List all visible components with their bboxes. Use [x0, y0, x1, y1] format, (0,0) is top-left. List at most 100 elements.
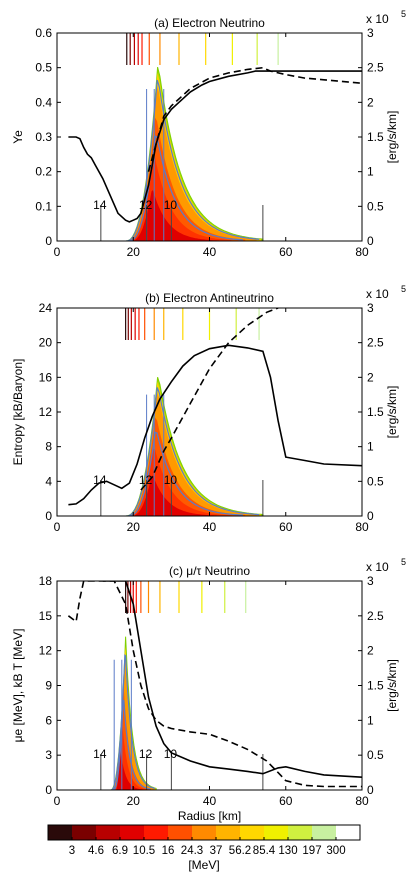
- plot-area: [68, 308, 362, 516]
- x-tick-label: 80: [355, 794, 369, 808]
- luminosity-contour-line: [126, 79, 260, 241]
- y-tick-label: 0: [45, 509, 52, 523]
- y-tick-label: 0.6: [35, 26, 52, 40]
- chart-panel: 14 12 100 20 40 60 800481216202400.511.522.53(…: [11, 284, 406, 534]
- y-right-tick-label: 0: [367, 783, 374, 797]
- colorbar-tick-label: 197: [302, 845, 321, 857]
- radius-marker-label: 12: [139, 473, 153, 487]
- y-tick-label: 0: [45, 783, 52, 797]
- y-right-tick-label: 3: [367, 574, 374, 588]
- y-right-axis-label: [erg/s/km]: [385, 659, 399, 712]
- y-axis-label: μe [MeV], kB T [MeV]: [11, 629, 25, 743]
- y-right-tick-label: 2.5: [367, 609, 384, 623]
- plot-area: [68, 33, 362, 241]
- x-tick-label: 0: [54, 794, 61, 808]
- x-tick-label: 80: [355, 245, 369, 259]
- y-axis-label: Entropy [kB/Baryon]: [11, 359, 25, 466]
- x-tick-label: 60: [279, 520, 293, 534]
- right-axis-exponent: x 10: [366, 287, 389, 301]
- y-tick-label: 6: [45, 713, 52, 727]
- right-axis-exponent-power: 51: [401, 557, 406, 567]
- y-right-tick-label: 2: [367, 644, 374, 658]
- radius-marker-label: 10: [164, 747, 178, 761]
- y-right-tick-label: 0.5: [367, 474, 384, 488]
- x-tick-label: 40: [203, 794, 217, 808]
- luminosity-contour-line: [128, 431, 244, 516]
- plot-area: [67, 581, 362, 790]
- colorbar-swatch: [192, 825, 217, 840]
- colorbar-tick-label: 3: [69, 845, 75, 857]
- y-right-tick-label: 2: [367, 95, 374, 109]
- colorbar-tick-label: 6.9: [112, 845, 128, 857]
- colorbar-swatch: [48, 825, 73, 840]
- right-axis-exponent-power: 51: [401, 284, 406, 294]
- y-axis-label: Ye: [11, 130, 25, 144]
- y-tick-label: 0.3: [35, 130, 52, 144]
- radius-marker-label: 12: [139, 198, 153, 212]
- y-right-tick-label: 2.5: [367, 336, 384, 350]
- colorbar-swatch: [120, 825, 145, 840]
- chart-panel: 14 12 100 20 40 60 8000.10.20.30.40.50.600.511…: [11, 9, 406, 259]
- luminosity-contour: [130, 475, 219, 516]
- solid-line-series: [68, 70, 362, 223]
- colorbar-swatch: [144, 825, 169, 840]
- radius-marker-label: 10: [164, 198, 178, 212]
- y-tick-label: 20: [39, 336, 53, 350]
- x-tick-label: 0: [54, 520, 61, 534]
- y-right-tick-label: 1.5: [367, 130, 384, 144]
- y-right-tick-label: 3: [367, 301, 374, 315]
- y-right-axis-label: [erg/s/km]: [385, 111, 399, 164]
- chart-panel: 14 12 100 20 40 60 80036912151800.511.522.53(c…: [11, 557, 406, 823]
- radius-marker-label: 14: [93, 747, 107, 761]
- luminosity-contour-line: [126, 387, 260, 516]
- y-right-tick-label: 0: [367, 234, 374, 248]
- colorbar-tick-label: 56.2: [229, 845, 251, 857]
- luminosity-contour: [115, 744, 144, 790]
- y-right-axis-label: [erg/s/km]: [385, 386, 399, 439]
- radius-marker-label: 14: [93, 473, 107, 487]
- y-tick-label: 0.2: [35, 165, 52, 179]
- luminosity-contour: [130, 190, 219, 241]
- colorbar-swatch: [96, 825, 121, 840]
- panel-title: (b) Electron Antineutrino: [145, 291, 274, 305]
- luminosity-contour-line: [110, 654, 156, 790]
- colorbar-tick-label: 16: [162, 845, 175, 857]
- y-right-tick-label: 0: [367, 509, 374, 523]
- y-tick-label: 9: [45, 679, 52, 693]
- dashed-line-series: [67, 581, 362, 788]
- panel-title: (c) μ/τ Neutrino: [169, 564, 250, 578]
- x-tick-label: 40: [203, 245, 217, 259]
- y-tick-label: 12: [39, 644, 53, 658]
- x-tick-label: 60: [279, 794, 293, 808]
- x-tick-label: 20: [127, 245, 141, 259]
- y-tick-label: 24: [39, 301, 53, 315]
- y-tick-label: 18: [39, 574, 53, 588]
- y-right-tick-label: 3: [367, 26, 374, 40]
- colorbar-swatch: [264, 825, 289, 840]
- right-axis-exponent: x 10: [366, 560, 389, 574]
- colorbar-frame: [47, 824, 361, 841]
- colorbar-swatch: [336, 825, 361, 840]
- x-tick-label: 40: [203, 520, 217, 534]
- y-tick-label: 0.4: [35, 95, 52, 109]
- colorbar-tick-label: 24.3: [181, 845, 203, 857]
- x-axis-label: Radius [km]: [178, 809, 241, 823]
- colorbar-tick-label: 85.4: [253, 845, 276, 857]
- y-tick-label: 4: [45, 474, 52, 488]
- panel-title: (a) Electron Neutrino: [154, 16, 265, 30]
- colorbar-swatch: [312, 825, 337, 840]
- x-tick-label: 60: [279, 245, 293, 259]
- y-tick-label: 0: [45, 234, 52, 248]
- y-right-tick-label: 1: [367, 165, 374, 179]
- y-right-tick-label: 1: [367, 440, 374, 454]
- luminosity-contour-line: [128, 135, 244, 241]
- y-right-tick-label: 1.5: [367, 405, 384, 419]
- colorbar-swatch: [240, 825, 265, 840]
- colorbar-tick-label: 37: [210, 845, 223, 857]
- colorbar-swatch: [168, 825, 193, 840]
- x-tick-label: 20: [127, 520, 141, 534]
- colorbar-swatch: [72, 825, 97, 840]
- right-axis-exponent-power: 51: [401, 9, 406, 19]
- y-right-tick-label: 2: [367, 370, 374, 384]
